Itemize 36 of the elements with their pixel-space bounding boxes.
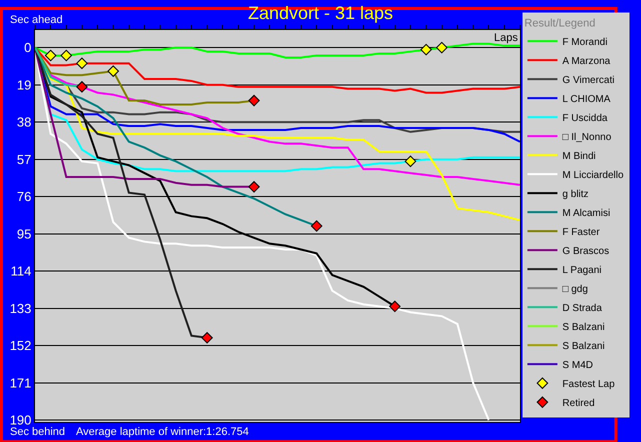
legend-label: Fastest Lap <box>562 379 616 390</box>
y-tick-label: 190 <box>10 412 32 428</box>
legend-label: g blitz <box>562 189 589 200</box>
legend-label: M Bindi <box>562 151 596 162</box>
legend-label: L CHIOMA <box>562 94 611 106</box>
text: Average laptime of winner:1:26.754 <box>76 426 249 438</box>
legend-label: D Strada <box>562 303 602 314</box>
legend-label: F Faster <box>562 227 600 238</box>
legend-title: Result/Legend <box>524 18 596 30</box>
legend-label: S M4D <box>562 360 593 372</box>
legend-label: G Vimercati <box>562 75 614 86</box>
legend-label: S Balzani <box>562 322 605 334</box>
text: Sec behind <box>10 426 66 438</box>
y-tick-label: 38 <box>16 114 32 130</box>
y-axis-title: Sec ahead <box>10 14 63 26</box>
y-tick-label: 19 <box>16 77 32 92</box>
legend-label: Retired <box>562 398 595 410</box>
x-axis-title: Laps <box>494 32 518 44</box>
y-tick-label: 152 <box>10 338 32 354</box>
y-tick-label: 171 <box>10 375 32 390</box>
legend-label: G Brascos <box>562 246 610 258</box>
legend-label: F Uscidda <box>562 113 608 124</box>
y-tick-label: 114 <box>10 264 32 279</box>
legend-label: F Morandi <box>562 37 608 48</box>
legend-label: □ Il_Nonno <box>562 132 612 144</box>
y-tick-label: 76 <box>16 189 32 204</box>
legend-label: □ gdg <box>562 284 588 296</box>
y-tick-label: 0 <box>24 40 32 56</box>
legend-label: M Licciardello <box>562 170 624 182</box>
legend-label: S Balzani <box>562 341 605 352</box>
y-tick-label: 57 <box>16 152 32 167</box>
legend-label: A Marzona <box>562 56 611 68</box>
legend-label: L Pagani <box>562 265 602 276</box>
legend-label: M Alcamisi <box>562 208 610 220</box>
y-tick-label: 133 <box>10 300 32 316</box>
y-tick-label: 95 <box>16 226 32 242</box>
